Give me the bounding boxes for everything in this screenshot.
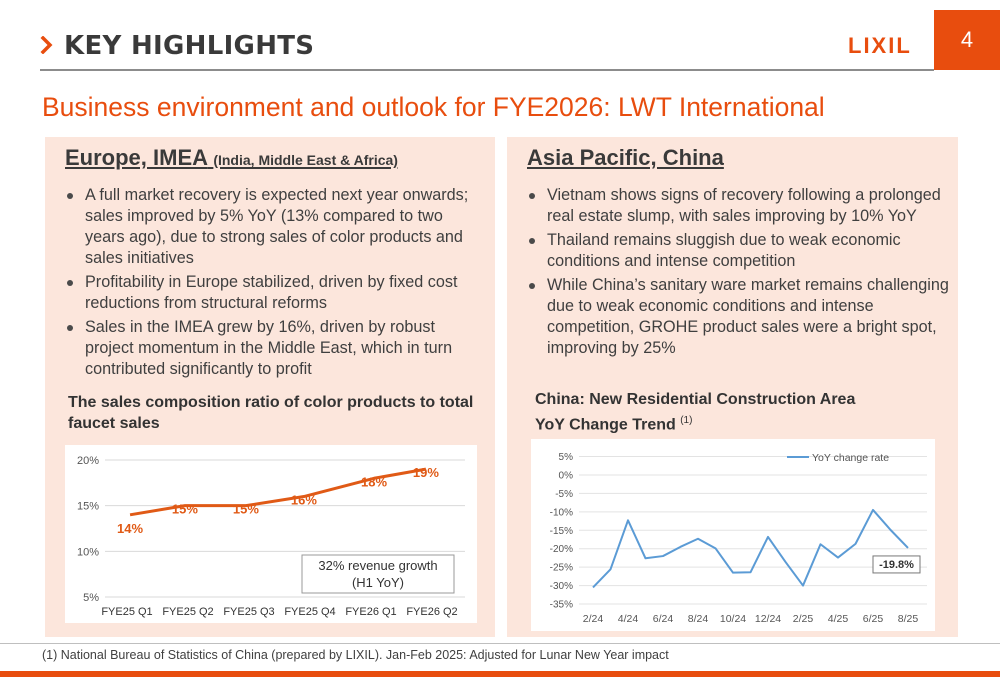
y-tick-label: 5% [559,452,574,463]
footer-divider [0,643,1000,644]
panel-title-asia: Asia Pacific, China [527,145,724,170]
y-tick-label: 0% [559,470,574,481]
data-label: 18% [361,474,387,489]
y-tick-label: -25% [550,563,573,574]
x-tick-label: FYE26 Q2 [406,606,457,618]
legend-label: YoY change rate [812,452,889,464]
x-tick-label: 2/24 [583,613,604,625]
bullet-item: Sales in the IMEA grew by 16%, driven by… [65,317,485,380]
bullet-item: Vietnam shows signs of recovery followin… [527,185,952,227]
y-tick-label: -15% [550,526,573,537]
panel-title-sub: (India, Middle East & Africa) [213,152,398,168]
panel-title-main: Europe, IMEA [65,145,208,170]
page-number: 4 [934,10,1000,70]
y-tick-label: -5% [555,489,573,500]
slide-header: KEY HIGHLIGHTS LIXIL 4 [0,0,1000,70]
panel-title-europe: Europe, IMEA (India, Middle East & Afric… [65,145,398,171]
footnote: (1) National Bureau of Statistics of Chi… [42,648,669,662]
asia-bullet-list: Vietnam shows signs of recovery followin… [527,185,952,362]
footnote-ref: (1) [680,415,693,426]
data-label: 19% [413,465,439,480]
header-divider [40,69,934,71]
lixil-logo: LIXIL [848,33,912,58]
x-tick-label: FYE25 Q4 [284,606,335,618]
color-ratio-line [129,467,427,517]
china-chart-title-line2: YoY Change Trend (1) [535,410,955,435]
bullet-item: While China’s sanitary ware market remai… [527,275,952,359]
color-products-chart-title: The sales composition ratio of color pro… [68,394,474,432]
color-products-line-chart: 5% 10% 15% 20% FYE25 Q1 FYE25 Q2 FYE25 Q3 FYE25… [77,455,465,618]
data-label: 16% [291,493,317,508]
y-tick-label: 15% [77,501,99,513]
x-tick-label: 8/25 [898,613,919,625]
asia-pacific-panel: Asia Pacific, China Vietnam shows signs … [507,137,958,637]
x-tick-label: 6/25 [863,613,884,625]
y-tick-label: -30% [550,581,573,592]
europe-bullet-list: A full market recovery is expected next … [65,185,485,383]
footer-accent-bar [0,671,1000,677]
y-tick-label: -35% [550,600,573,611]
annotation-line: 32% revenue growth [318,558,437,573]
slide-title: KEY HIGHLIGHTS [64,31,315,61]
callout-box [872,555,921,574]
callout-label: -19.8% [872,555,921,574]
x-tick-label: 2/25 [793,613,814,625]
x-tick-label: 4/25 [828,613,849,625]
x-tick-label: FYE25 Q1 [101,606,152,618]
yoy-change-line [592,508,909,589]
color-products-chart: 5% 10% 15% 20% FYE25 Q1 FYE25 Q2 FYE25 Q3 FYE25… [65,445,477,623]
y-tick-label: -20% [550,544,573,555]
y-tick-label: -10% [550,507,573,518]
y-tick-label: 20% [77,455,99,467]
china-chart-title-text: YoY Change Trend [535,416,676,434]
x-tick-label: FYE26 Q1 [345,606,396,618]
chevron-right-icon [40,36,53,54]
data-label: 14% [117,521,143,536]
x-tick-label: FYE25 Q2 [162,606,213,618]
data-label: 15% [172,502,198,517]
chart-legend: YoY change rate [787,452,889,464]
annotation-box [301,554,455,594]
china-yoy-line-chart: 5% 0% -5% -10% -15% -20% -25% -30% -35% 2/24 4/24 6… [550,452,927,625]
y-tick-label: 5% [83,592,99,604]
europe-imea-panel: Europe, IMEA (India, Middle East & Afric… [45,137,495,637]
china-chart-title: China: New Residential Construction Area… [535,389,955,435]
page-subtitle: Business environment and outlook for FYE… [42,92,825,122]
y-tick-label: 10% [77,546,99,558]
bullet-item: Thailand remains sluggish due to weak ec… [527,230,952,272]
bullet-item: A full market recovery is expected next … [65,185,485,269]
bullet-item: Profitability in Europe stabilized, driv… [65,272,485,314]
revenue-growth-annotation: 32% revenue growth (H1 YoY) [301,554,455,594]
china-chart-title-line1: China: New Residential Construction Area [535,391,856,408]
x-tick-label: FYE25 Q3 [223,606,274,618]
x-tick-label: 4/24 [618,613,639,625]
x-tick-label: 10/24 [720,613,746,625]
data-label: 15% [233,502,259,517]
callout-text: -19.8% [879,559,914,571]
china-construction-chart: 5% 0% -5% -10% -15% -20% -25% -30% -35% 2/24 4/24 6… [531,439,935,631]
x-tick-label: 8/24 [688,613,709,625]
x-tick-label: 6/24 [653,613,674,625]
x-tick-label: 12/24 [755,613,781,625]
annotation-line: (H1 YoY) [352,575,404,590]
